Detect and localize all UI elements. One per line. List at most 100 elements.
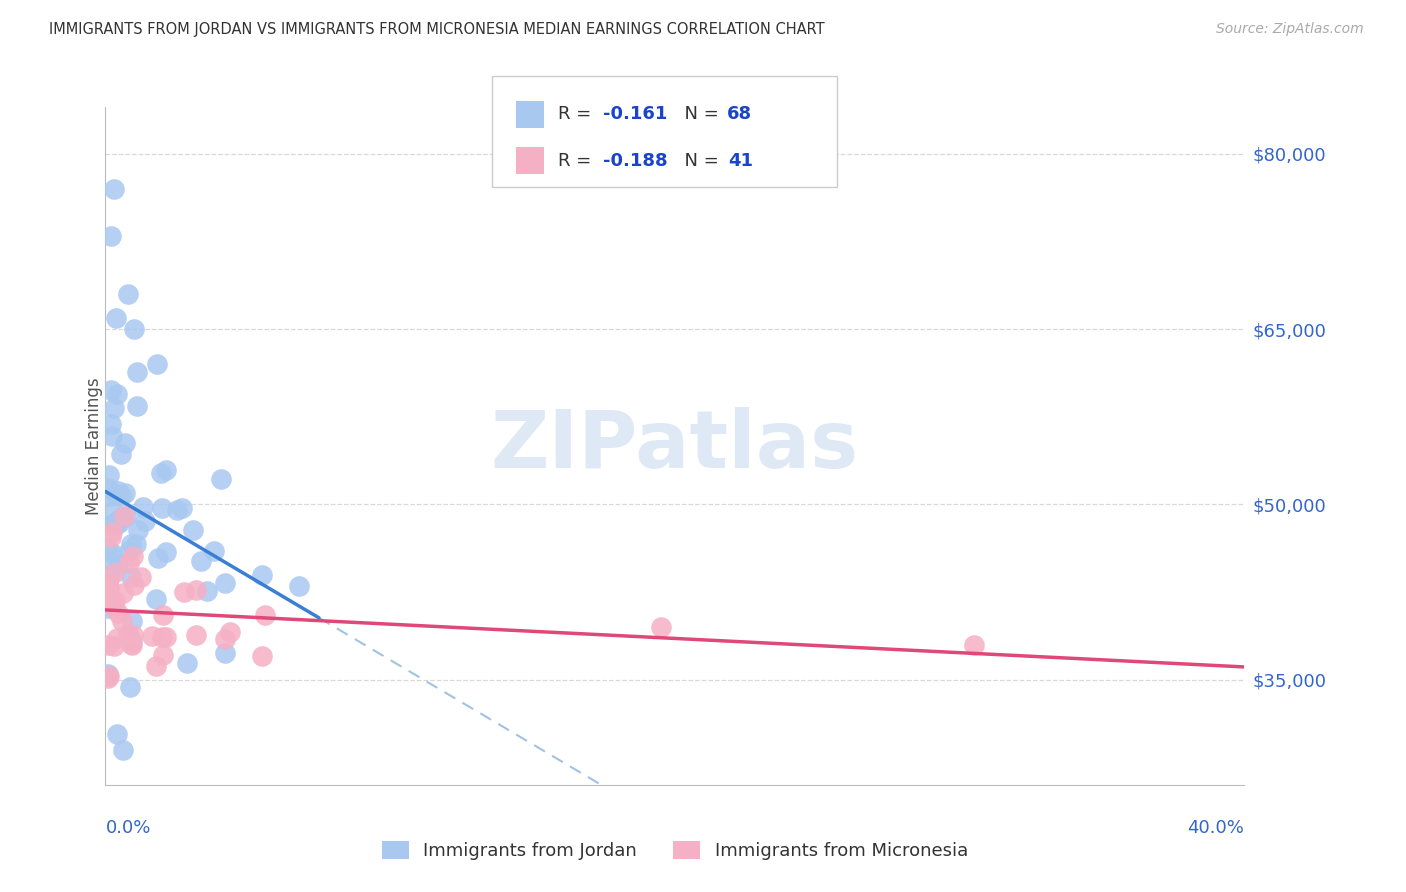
Point xyxy=(117,627,139,641)
Text: 68: 68 xyxy=(727,105,752,123)
Point xyxy=(152,648,174,662)
Text: -0.161: -0.161 xyxy=(603,105,668,123)
Point xyxy=(107,606,129,620)
Point xyxy=(118,543,141,558)
Point xyxy=(121,633,143,648)
Point xyxy=(202,544,225,558)
Point xyxy=(219,624,242,639)
Point xyxy=(125,365,148,379)
Point xyxy=(100,383,122,397)
Point xyxy=(103,566,125,580)
Point xyxy=(112,509,135,524)
Point xyxy=(110,490,132,504)
Point xyxy=(97,542,120,557)
Text: 41: 41 xyxy=(728,152,754,169)
Point xyxy=(115,508,138,523)
Point xyxy=(131,500,153,514)
Point xyxy=(184,583,207,598)
Text: 40.0%: 40.0% xyxy=(1188,819,1244,837)
Point xyxy=(107,483,129,498)
Point xyxy=(129,570,152,584)
Point xyxy=(122,322,145,336)
Point xyxy=(111,509,134,524)
Point xyxy=(120,680,142,694)
Point xyxy=(120,570,142,584)
Point xyxy=(103,639,125,653)
Point xyxy=(105,631,128,645)
Text: N =: N = xyxy=(673,152,725,169)
Point xyxy=(650,620,672,634)
Point xyxy=(125,537,148,551)
Point xyxy=(127,399,149,413)
Point xyxy=(122,549,145,563)
Point xyxy=(117,287,139,301)
Point xyxy=(97,481,120,495)
Point xyxy=(107,557,129,571)
Point xyxy=(97,576,120,591)
Point xyxy=(145,357,167,371)
Point xyxy=(101,517,124,532)
Point xyxy=(152,607,174,622)
Point xyxy=(105,727,128,741)
Point xyxy=(118,557,141,571)
Point xyxy=(105,516,128,530)
Point xyxy=(97,638,120,652)
Point xyxy=(110,447,132,461)
Point xyxy=(155,463,177,477)
Point xyxy=(214,576,236,591)
Point xyxy=(101,429,124,443)
Point xyxy=(98,568,121,582)
Point xyxy=(101,554,124,568)
Point xyxy=(97,667,120,681)
Point xyxy=(101,546,124,560)
Point xyxy=(181,524,204,538)
Point xyxy=(121,638,143,652)
Point xyxy=(114,486,136,500)
Text: N =: N = xyxy=(673,105,725,123)
Point xyxy=(195,583,218,598)
Point xyxy=(97,669,120,683)
Point xyxy=(214,632,236,646)
Point xyxy=(127,523,149,537)
Point xyxy=(104,593,127,607)
Point xyxy=(97,581,120,595)
Point xyxy=(104,488,127,502)
Point xyxy=(209,472,232,486)
Point xyxy=(97,597,120,611)
Point xyxy=(150,631,173,645)
Point xyxy=(963,638,986,652)
Text: Source: ZipAtlas.com: Source: ZipAtlas.com xyxy=(1216,22,1364,37)
Text: R =: R = xyxy=(558,152,598,169)
Text: 0.0%: 0.0% xyxy=(105,819,150,837)
Point xyxy=(100,530,122,544)
Text: R =: R = xyxy=(558,105,598,123)
Point xyxy=(97,600,120,615)
Point xyxy=(253,607,276,622)
Point xyxy=(250,567,273,582)
Point xyxy=(120,536,142,550)
Y-axis label: Median Earnings: Median Earnings xyxy=(86,377,103,515)
Text: -0.188: -0.188 xyxy=(603,152,668,169)
Point xyxy=(149,466,172,480)
Point xyxy=(114,436,136,450)
Point xyxy=(100,525,122,540)
Point xyxy=(101,504,124,518)
Point xyxy=(214,646,236,660)
Point xyxy=(145,659,167,673)
Point xyxy=(176,656,198,670)
Point xyxy=(288,579,311,593)
Point xyxy=(146,550,169,565)
Point xyxy=(105,387,128,401)
Point xyxy=(172,501,194,516)
Text: ZIPatlas: ZIPatlas xyxy=(491,407,859,485)
Point xyxy=(111,615,134,629)
Legend: Immigrants from Jordan, Immigrants from Micronesia: Immigrants from Jordan, Immigrants from … xyxy=(374,834,976,867)
Point xyxy=(101,517,124,532)
Point xyxy=(97,468,120,483)
Point xyxy=(121,614,143,628)
Point xyxy=(97,489,120,503)
Point xyxy=(150,500,173,515)
Point xyxy=(122,628,145,642)
Point xyxy=(134,514,156,528)
Point xyxy=(122,578,145,592)
